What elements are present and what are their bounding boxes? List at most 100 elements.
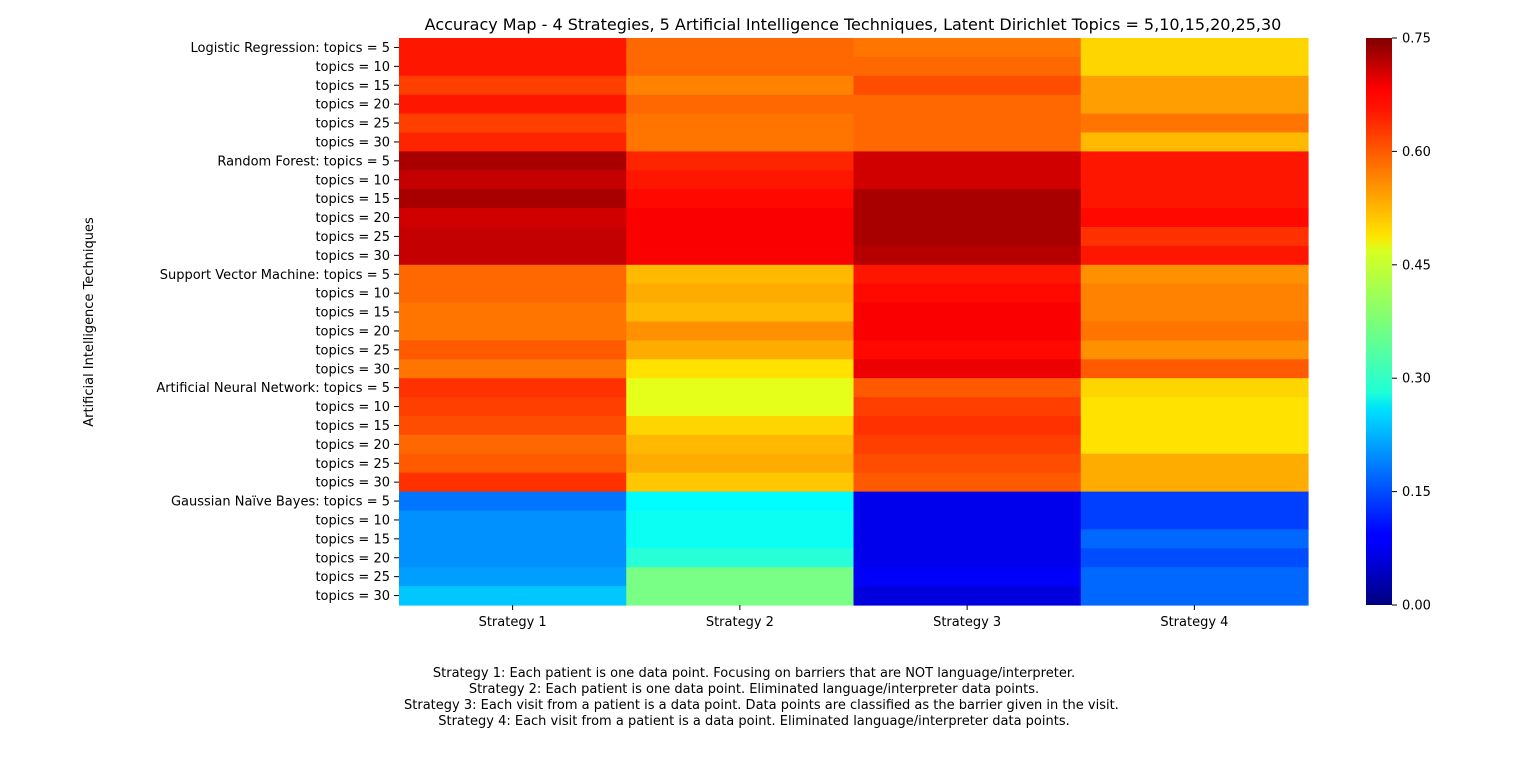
colorbar-tick-label: 0.75 bbox=[1402, 32, 1431, 47]
heatmap-cell bbox=[626, 170, 855, 190]
heatmap-cell bbox=[626, 245, 855, 266]
heatmap-cell bbox=[399, 567, 627, 587]
heatmap-cell bbox=[853, 189, 1082, 209]
heatmap-cell bbox=[1080, 359, 1309, 379]
y-tick-label: Random Forest: topics = 5 bbox=[217, 154, 390, 169]
heatmap-cell bbox=[399, 94, 627, 115]
heatmap-cell bbox=[399, 397, 627, 417]
y-tick-label: topics = 10 bbox=[315, 287, 390, 302]
heatmap-cell bbox=[626, 75, 855, 96]
heatmap-cell bbox=[399, 170, 627, 190]
y-tick-label: topics = 30 bbox=[315, 362, 390, 377]
heatmap-cell bbox=[626, 56, 855, 77]
heatmap-cell bbox=[853, 453, 1082, 474]
y-tick-label: topics = 30 bbox=[315, 135, 390, 150]
strategy-2-note: Strategy 2: Each patient is one data poi… bbox=[468, 682, 1040, 697]
heatmap-cell bbox=[1080, 132, 1309, 152]
heatmap-cell bbox=[626, 529, 855, 549]
heatmap-cell bbox=[853, 416, 1082, 436]
strategy-notes: Strategy 1: Each patient is one data poi… bbox=[404, 666, 1119, 730]
y-tick-label: topics = 20 bbox=[315, 211, 390, 226]
heatmap-cell bbox=[399, 529, 627, 549]
y-tick-label: Support Vector Machine: topics = 5 bbox=[160, 268, 390, 283]
y-tick-label: topics = 20 bbox=[315, 98, 390, 113]
heatmap-cell bbox=[1080, 151, 1309, 171]
heatmap-cell bbox=[626, 227, 855, 247]
heatmap-cell bbox=[399, 302, 627, 323]
heatmap-cell bbox=[853, 378, 1082, 398]
heatmap-cell bbox=[399, 227, 627, 247]
heatmap-cell bbox=[1080, 586, 1309, 606]
heatmap-cell bbox=[1080, 56, 1309, 77]
y-tick-label: topics = 10 bbox=[315, 400, 390, 415]
heatmap-cell bbox=[1080, 397, 1309, 417]
y-tick-label: topics = 25 bbox=[315, 343, 390, 358]
heatmap-cell bbox=[1080, 453, 1309, 474]
y-tick-label: topics = 25 bbox=[315, 457, 390, 472]
heatmap-cell bbox=[626, 113, 855, 134]
heatmap-cell bbox=[853, 75, 1082, 96]
heatmap-cell bbox=[399, 586, 627, 606]
heatmap-cell bbox=[1080, 245, 1309, 266]
heatmap-cell bbox=[853, 283, 1082, 304]
y-tick-label: topics = 15 bbox=[315, 306, 390, 321]
colorbar-ticks: 0.00 0.15 0.30 0.45 0.60 0.75 bbox=[1392, 32, 1431, 614]
heatmap-cell bbox=[399, 132, 627, 152]
heatmap-cell bbox=[399, 416, 627, 436]
heatmap-cell bbox=[853, 510, 1082, 530]
heatmap-cell bbox=[1080, 94, 1309, 115]
x-tick-label: Strategy 4 bbox=[1160, 615, 1228, 630]
heatmap-cell bbox=[1080, 189, 1309, 209]
y-tick-label: topics = 20 bbox=[315, 438, 390, 453]
heatmap-cell bbox=[626, 567, 855, 587]
heatmap-cell bbox=[399, 151, 627, 171]
x-tick-label: Strategy 2 bbox=[706, 615, 774, 630]
heatmap-cell bbox=[1080, 378, 1309, 398]
heatmap-cell bbox=[399, 321, 627, 341]
y-tick-label: topics = 15 bbox=[315, 532, 390, 547]
heatmap-cell bbox=[1080, 302, 1309, 323]
colorbar-tick-label: 0.45 bbox=[1402, 258, 1431, 273]
strategy-1-note: Strategy 1: Each patient is one data poi… bbox=[432, 666, 1076, 681]
heatmap-cells bbox=[399, 38, 1309, 606]
heatmap-cell bbox=[853, 567, 1082, 587]
y-tick-label: topics = 25 bbox=[315, 570, 390, 585]
heatmap-cell bbox=[853, 151, 1082, 171]
x-tick-label: Strategy 1 bbox=[479, 615, 547, 630]
heatmap-cell bbox=[399, 491, 627, 512]
heatmap-cell bbox=[1080, 510, 1309, 530]
y-tick-label: topics = 10 bbox=[315, 173, 390, 188]
strategy-3-note: Strategy 3: Each visit from a patient is… bbox=[404, 698, 1119, 713]
heatmap-cell bbox=[399, 378, 627, 398]
heatmap-cell bbox=[1080, 529, 1309, 549]
y-tick-label: topics = 30 bbox=[315, 249, 390, 264]
heatmap-cell bbox=[1080, 340, 1309, 360]
heatmap-cell bbox=[853, 38, 1082, 58]
heatmap-cell bbox=[853, 264, 1082, 285]
heatmap-cell bbox=[626, 302, 855, 323]
heatmap-cell bbox=[853, 94, 1082, 115]
heatmap-cell bbox=[853, 132, 1082, 152]
heatmap-cell bbox=[399, 56, 627, 77]
x-tick-label: Strategy 3 bbox=[933, 615, 1001, 630]
strategy-4-note: Strategy 4: Each visit from a patient is… bbox=[438, 714, 1070, 729]
heatmap-cell bbox=[1080, 75, 1309, 96]
heatmap-cell bbox=[626, 416, 855, 436]
heatmap-cell bbox=[853, 208, 1082, 228]
colorbar-tick-label: 0.00 bbox=[1402, 599, 1431, 614]
chart-title: Accuracy Map - 4 Strategies, 5 Artificia… bbox=[425, 15, 1282, 34]
heatmap-cell bbox=[853, 397, 1082, 417]
y-tick-label: topics = 10 bbox=[315, 513, 390, 528]
heatmap-cell bbox=[1080, 264, 1309, 285]
heatmap-cell bbox=[626, 283, 855, 304]
heatmap-cell bbox=[626, 472, 855, 493]
heatmap-cell bbox=[399, 472, 627, 493]
heatmap-cell bbox=[1080, 38, 1309, 58]
colorbar bbox=[1366, 38, 1392, 605]
heatmap-cell bbox=[626, 510, 855, 530]
heatmap-cell bbox=[1080, 113, 1309, 134]
heatmap-cell bbox=[399, 434, 627, 455]
y-axis-label: Artificial Intelligence Techniques bbox=[82, 217, 97, 427]
heatmap-cell bbox=[626, 397, 855, 417]
colorbar-tick-label: 0.60 bbox=[1402, 145, 1431, 160]
